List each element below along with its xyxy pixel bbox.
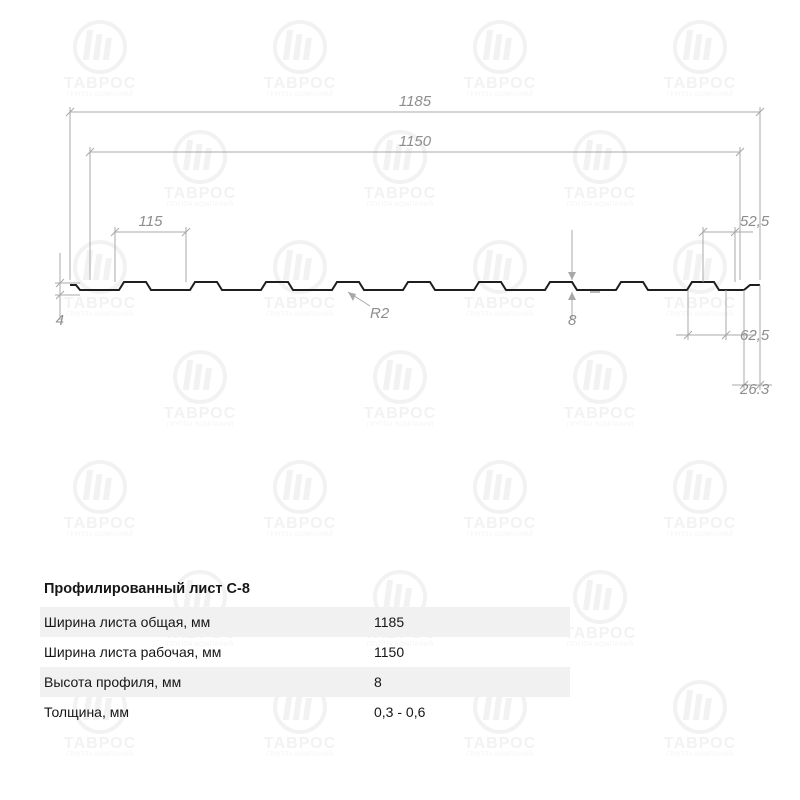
spec-row: Ширина листа общая, мм1185 [40,607,570,637]
profile-diagram: 1185115011552,54862,526.3R2 [0,0,800,520]
spec-row: Ширина листа рабочая, мм1150 [40,637,570,667]
svg-text:115: 115 [139,213,164,230]
svg-text:8: 8 [568,312,577,329]
spec-row: Высота профиля, мм8 [40,667,570,697]
spec-label: Высота профиля, мм [44,674,374,690]
spec-block: Профилированный лист С-8 Ширина листа об… [40,575,570,727]
svg-text:26.3: 26.3 [739,381,770,398]
svg-text:1185: 1185 [399,93,432,110]
spec-row: Толщина, мм0,3 - 0,6 [40,697,570,727]
spec-label: Ширина листа общая, мм [44,614,374,630]
spec-title: Профилированный лист С-8 [40,575,570,607]
svg-text:1150: 1150 [399,133,432,150]
spec-value: 1150 [374,644,566,660]
profile-path [70,282,760,290]
watermark: ТАВРОСГРУППА КОМПАНИЙ [630,680,770,760]
svg-text:R2: R2 [370,305,390,322]
spec-value: 8 [374,674,566,690]
spec-label: Ширина листа рабочая, мм [44,644,374,660]
spec-label: Толщина, мм [44,704,374,720]
spec-value: 0,3 - 0,6 [374,704,566,720]
svg-text:4: 4 [56,312,64,329]
svg-text:52,5: 52,5 [740,213,770,230]
spec-value: 1185 [374,614,566,630]
